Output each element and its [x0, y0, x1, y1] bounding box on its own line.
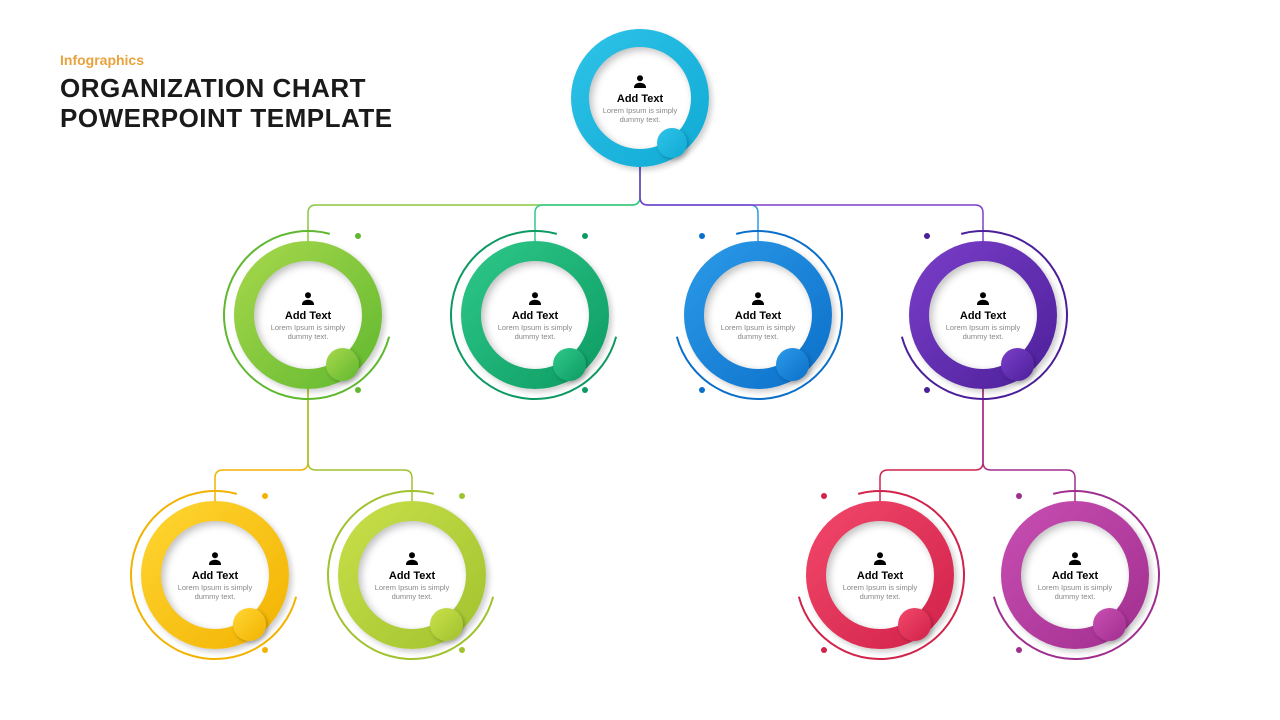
node-desc: Lorem Ipsum is simply dummy text. — [599, 106, 681, 124]
person-icon — [403, 550, 421, 568]
node-desc: Lorem Ipsum is simply dummy text. — [494, 323, 576, 341]
org-node-l2_2: Add TextLorem Ipsum is simply dummy text… — [461, 241, 609, 389]
title-line-2: POWERPOINT TEMPLATE — [60, 103, 393, 133]
node-dot — [430, 608, 463, 641]
node-desc: Lorem Ipsum is simply dummy text. — [371, 583, 453, 601]
node-ring: Add TextLorem Ipsum is simply dummy text… — [1001, 501, 1149, 649]
header-title: ORGANIZATION CHART POWERPOINT TEMPLATE — [60, 74, 393, 134]
person-icon — [206, 550, 224, 568]
node-dot — [233, 608, 266, 641]
node-label: Add Text — [192, 570, 238, 582]
node-label: Add Text — [857, 570, 903, 582]
node-label: Add Text — [389, 570, 435, 582]
node-label: Add Text — [285, 310, 331, 322]
node-desc: Lorem Ipsum is simply dummy text. — [1034, 583, 1116, 601]
node-desc: Lorem Ipsum is simply dummy text. — [174, 583, 256, 601]
org-node-root: Add TextLorem Ipsum is simply dummy text… — [571, 29, 709, 167]
node-dot — [326, 348, 359, 381]
node-ring: Add TextLorem Ipsum is simply dummy text… — [684, 241, 832, 389]
node-ring: Add TextLorem Ipsum is simply dummy text… — [234, 241, 382, 389]
org-node-l3_2: Add TextLorem Ipsum is simply dummy text… — [338, 501, 486, 649]
node-label: Add Text — [960, 310, 1006, 322]
person-icon — [974, 290, 992, 308]
org-node-l3_1: Add TextLorem Ipsum is simply dummy text… — [141, 501, 289, 649]
person-icon — [749, 290, 767, 308]
header-subtitle: Infographics — [60, 52, 393, 68]
node-label: Add Text — [1052, 570, 1098, 582]
node-label: Add Text — [735, 310, 781, 322]
node-desc: Lorem Ipsum is simply dummy text. — [839, 583, 921, 601]
node-ring: Add TextLorem Ipsum is simply dummy text… — [571, 29, 709, 167]
org-node-l2_4: Add TextLorem Ipsum is simply dummy text… — [909, 241, 1057, 389]
node-label: Add Text — [617, 93, 663, 105]
node-ring: Add TextLorem Ipsum is simply dummy text… — [141, 501, 289, 649]
node-ring: Add TextLorem Ipsum is simply dummy text… — [806, 501, 954, 649]
person-icon — [1066, 550, 1084, 568]
org-node-l3_4: Add TextLorem Ipsum is simply dummy text… — [1001, 501, 1149, 649]
node-dot — [657, 128, 687, 158]
person-icon — [299, 290, 317, 308]
person-icon — [526, 290, 544, 308]
node-desc: Lorem Ipsum is simply dummy text. — [942, 323, 1024, 341]
node-ring: Add TextLorem Ipsum is simply dummy text… — [461, 241, 609, 389]
node-ring: Add TextLorem Ipsum is simply dummy text… — [909, 241, 1057, 389]
person-icon — [871, 550, 889, 568]
title-line-1: ORGANIZATION CHART — [60, 73, 366, 103]
node-dot — [776, 348, 809, 381]
node-label: Add Text — [512, 310, 558, 322]
node-desc: Lorem Ipsum is simply dummy text. — [717, 323, 799, 341]
node-dot — [1093, 608, 1126, 641]
node-desc: Lorem Ipsum is simply dummy text. — [267, 323, 349, 341]
node-dot — [553, 348, 586, 381]
header: Infographics ORGANIZATION CHART POWERPOI… — [60, 52, 393, 134]
org-node-l2_3: Add TextLorem Ipsum is simply dummy text… — [684, 241, 832, 389]
org-node-l2_1: Add TextLorem Ipsum is simply dummy text… — [234, 241, 382, 389]
node-ring: Add TextLorem Ipsum is simply dummy text… — [338, 501, 486, 649]
node-dot — [1001, 348, 1034, 381]
node-dot — [898, 608, 931, 641]
person-icon — [631, 73, 649, 91]
org-node-l3_3: Add TextLorem Ipsum is simply dummy text… — [806, 501, 954, 649]
